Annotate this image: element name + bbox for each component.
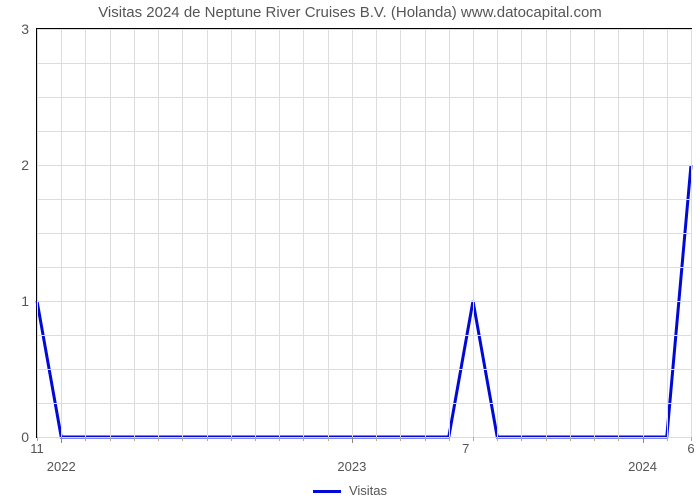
gridline-h-minor [37,267,691,268]
x-tick-mark [85,437,86,441]
gridline-v [182,29,183,437]
gridline-v [352,29,353,437]
plot-area: 01232022202320241176 [36,28,692,438]
x-tick-mark [497,437,498,441]
gridline-v [449,29,450,437]
gridline-v [303,29,304,437]
x-tick-mark-major [352,437,353,443]
x-tick-mark [570,437,571,441]
legend-swatch [313,490,341,493]
legend: Visitas [0,483,700,498]
gridline-h [37,165,691,166]
x-tick-mark [255,437,256,441]
x-tick-mark [618,437,619,441]
x-tick-mark [207,437,208,441]
gridline-v [207,29,208,437]
gridline-v [425,29,426,437]
gridline-v [134,29,135,437]
gridline-h-minor [37,199,691,200]
gridline-h-minor [37,131,691,132]
y-tick-label: 0 [21,429,29,445]
legend-label: Visitas [349,483,387,498]
gridline-h-minor [37,403,691,404]
x-tick-mark [449,437,450,441]
gridline-h-minor [37,233,691,234]
gridline-h [37,437,691,438]
gridline-v [400,29,401,437]
x-tick-mark [303,437,304,441]
x-tick-mark [231,437,232,441]
gridline-v [255,29,256,437]
gridline-v [328,29,329,437]
gridline-v [37,29,38,437]
x-tick-mark [328,437,329,441]
x-tick-mark [182,437,183,441]
gridline-v [521,29,522,437]
x-tick-mark-major [643,437,644,443]
x-tick-mark [667,437,668,441]
x-count-label: 7 [462,441,469,456]
gridline-v [85,29,86,437]
x-tick-mark [158,437,159,441]
gridline-v [667,29,668,437]
x-tick-mark [376,437,377,441]
gridline-v [231,29,232,437]
gridline-v [618,29,619,437]
x-tick-mark [521,437,522,441]
gridline-h-minor [37,335,691,336]
gridline-v [376,29,377,437]
x-tick-mark [110,437,111,441]
y-tick-label: 2 [21,157,29,173]
gridline-h-minor [37,63,691,64]
gridline-h-minor [37,369,691,370]
gridline-v [473,29,474,437]
visits-chart: Visitas 2024 de Neptune River Cruises B.… [0,0,700,500]
x-tick-mark [425,437,426,441]
x-count-label: 11 [30,441,44,456]
gridline-v [570,29,571,437]
gridline-h [37,29,691,30]
x-tick-mark [134,437,135,441]
y-tick-label: 1 [21,293,29,309]
x-tick-label: 2024 [628,459,657,474]
gridline-v [158,29,159,437]
gridline-h [37,301,691,302]
x-tick-mark [279,437,280,441]
gridline-v [643,29,644,437]
x-tick-mark [546,437,547,441]
gridline-v [691,29,692,437]
gridline-v [594,29,595,437]
gridline-h-minor [37,97,691,98]
gridline-v [497,29,498,437]
gridline-v [546,29,547,437]
x-count-label: 6 [687,441,694,456]
x-tick-label: 2023 [337,459,366,474]
gridline-v [61,29,62,437]
x-tick-mark [473,437,474,441]
gridline-v [279,29,280,437]
gridline-v [110,29,111,437]
x-tick-label: 2022 [47,459,76,474]
x-tick-mark [400,437,401,441]
chart-title: Visitas 2024 de Neptune River Cruises B.… [0,4,700,21]
y-tick-label: 3 [21,21,29,37]
x-tick-mark [594,437,595,441]
x-tick-mark-major [61,437,62,443]
